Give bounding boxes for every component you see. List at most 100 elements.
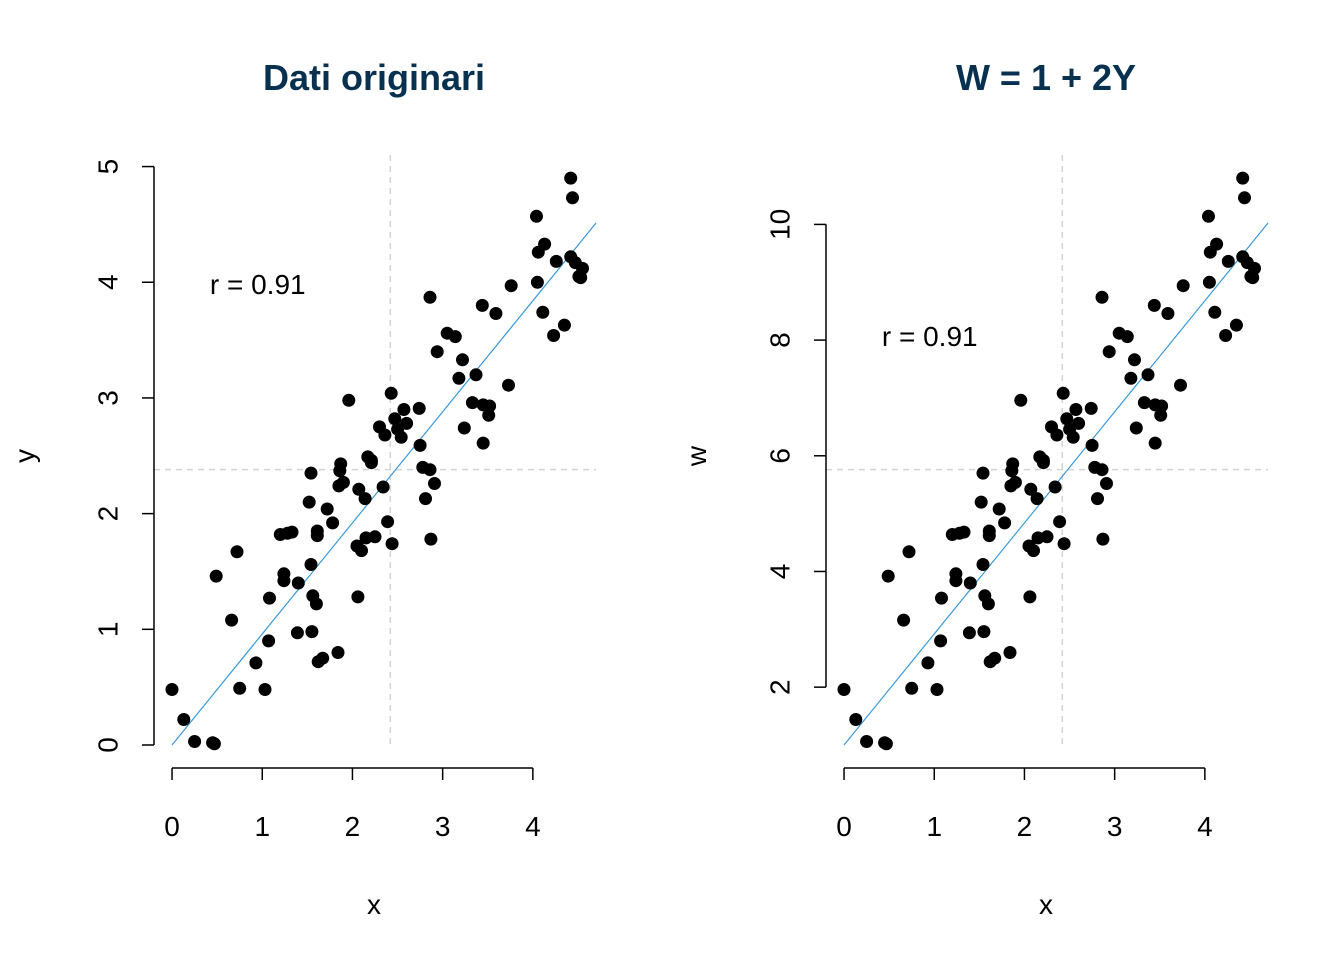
x-tick-label: 1 — [926, 811, 942, 842]
data-point — [1048, 480, 1062, 494]
y-tick-label: 0 — [93, 737, 124, 753]
data-point — [530, 275, 544, 289]
data-point — [1003, 646, 1017, 659]
panel-left-mean-lines — [154, 155, 596, 745]
data-point — [905, 681, 919, 695]
data-point — [502, 378, 515, 392]
x-tick-label: 3 — [1107, 811, 1123, 842]
panel-left-points — [165, 171, 589, 751]
panel-right: W = 1 + 2Y 0 1 2 3 4 2 4 6 8 10 r = 0.91 x w — [681, 57, 1269, 920]
data-point — [419, 492, 432, 506]
panel-right-x-axis-label: x — [1039, 889, 1053, 920]
data-point — [1120, 330, 1134, 344]
data-point — [304, 558, 318, 571]
data-point — [1100, 477, 1113, 490]
panel-right-title: W = 1 + 2Y — [956, 57, 1136, 98]
data-point — [921, 656, 935, 670]
data-point — [849, 713, 863, 726]
data-point — [476, 436, 490, 450]
data-point — [400, 416, 414, 430]
data-point — [1141, 368, 1155, 382]
data-point — [285, 525, 299, 539]
data-point — [381, 515, 395, 529]
data-point — [934, 634, 948, 648]
data-point — [1091, 492, 1104, 506]
data-point — [358, 492, 372, 506]
data-point — [378, 428, 392, 442]
data-point — [423, 463, 437, 477]
data-point — [1027, 544, 1040, 558]
data-point — [1202, 275, 1216, 289]
data-point — [165, 683, 179, 696]
data-point — [1208, 305, 1222, 319]
data-point — [428, 477, 441, 490]
data-point — [1095, 463, 1109, 477]
data-point — [1085, 438, 1099, 452]
data-point — [962, 626, 976, 640]
data-point — [331, 646, 345, 659]
data-point — [316, 651, 330, 665]
x-tick-label: 4 — [525, 811, 541, 842]
data-point — [489, 307, 503, 320]
data-point — [1096, 532, 1110, 546]
data-point — [949, 567, 963, 581]
data-point — [1072, 416, 1086, 430]
data-point — [930, 683, 944, 696]
data-point — [209, 569, 223, 583]
data-point — [483, 399, 497, 413]
data-point — [988, 651, 1002, 665]
data-point — [469, 368, 483, 382]
data-point — [564, 171, 578, 185]
y-tick-label: 2 — [93, 506, 124, 522]
data-point — [1229, 318, 1243, 332]
data-point — [277, 567, 291, 581]
data-point — [547, 329, 561, 342]
data-point — [1095, 290, 1109, 304]
y-tick-label: 2 — [765, 679, 796, 695]
y-tick-label: 4 — [93, 274, 124, 290]
data-point — [530, 209, 543, 223]
data-point — [291, 576, 305, 590]
data-point — [320, 502, 334, 516]
data-point — [475, 298, 489, 312]
data-point — [538, 237, 552, 251]
panel-left: Dati originari 0 1 2 3 4 0 1 2 3 4 5 r = 0.91 x y — [9, 57, 597, 920]
data-point — [262, 634, 276, 648]
data-point — [413, 438, 427, 452]
data-point — [879, 737, 893, 751]
data-point — [364, 453, 378, 467]
data-point — [258, 683, 272, 696]
y-tick-label: 3 — [93, 390, 124, 406]
data-point — [448, 330, 462, 344]
data-point — [982, 529, 996, 543]
data-point — [385, 537, 399, 551]
data-point — [207, 737, 221, 751]
data-point — [424, 532, 438, 546]
x-tick-label: 1 — [254, 811, 270, 842]
data-point — [902, 545, 916, 559]
data-point — [536, 305, 550, 319]
data-point — [566, 191, 579, 205]
data-point — [233, 681, 247, 695]
data-point — [1102, 345, 1116, 359]
data-point — [837, 683, 851, 696]
data-point — [1219, 329, 1233, 342]
data-point — [935, 591, 948, 605]
data-point — [352, 482, 366, 496]
data-point — [977, 625, 991, 639]
data-point — [412, 401, 426, 415]
data-point — [334, 457, 348, 471]
panel-left-y-axis-label: y — [9, 449, 40, 463]
data-point — [549, 254, 563, 268]
panel-left-correlation-label: r = 0.91 — [210, 269, 306, 300]
data-point — [881, 569, 895, 583]
data-point — [998, 516, 1012, 530]
data-point — [504, 279, 518, 293]
data-point — [963, 576, 977, 590]
data-point — [976, 466, 990, 480]
data-point — [1137, 396, 1151, 410]
panel-left-x-axis-label: x — [367, 889, 381, 920]
data-point — [1210, 237, 1224, 251]
data-point — [1129, 421, 1143, 435]
